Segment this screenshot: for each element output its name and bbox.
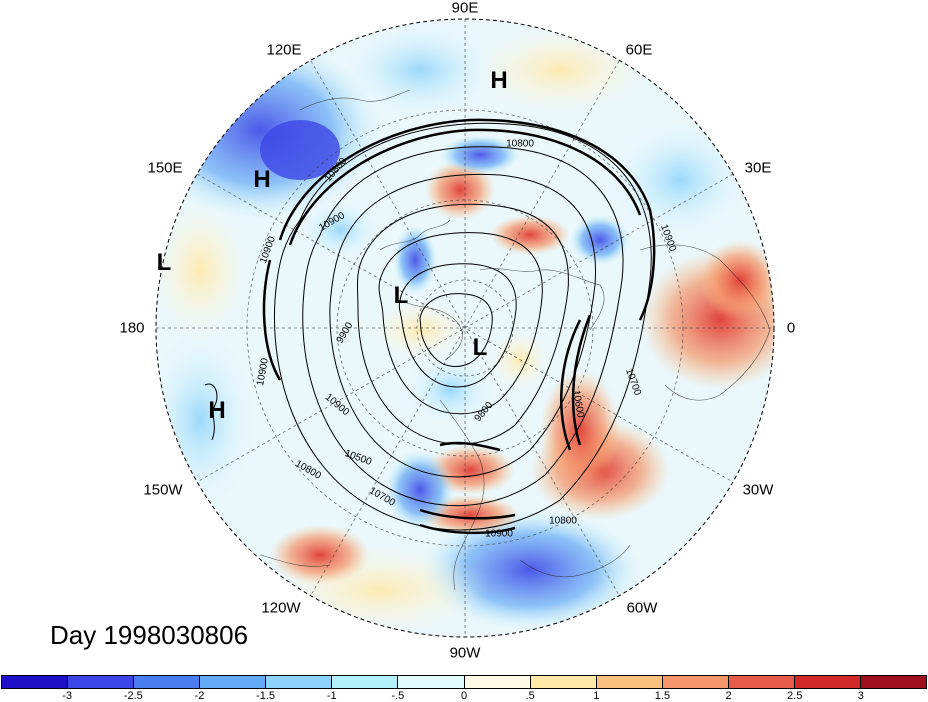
colorbar-segment	[530, 676, 597, 688]
lon-label-120e: 120E	[266, 41, 302, 59]
date-label: Day 1998030806	[50, 620, 249, 650]
shaded-anomaly-field	[156, 19, 774, 637]
lon-label-30e: 30E	[744, 159, 772, 177]
colorbar-tick-label: -2.5	[123, 690, 143, 702]
colorbar-segment	[266, 676, 333, 688]
colorbar-segment	[794, 676, 862, 688]
colorbar-tick-label: -.5	[391, 690, 405, 702]
graticule	[156, 19, 774, 637]
high-center: H	[253, 166, 271, 193]
lon-label-60w: 60W	[626, 599, 658, 617]
lon-label-90w: 90W	[449, 644, 481, 662]
contour-label: 10800	[506, 138, 534, 150]
lon-label-180: 180	[119, 319, 145, 337]
colorbar-segment	[2, 676, 69, 688]
contour-label: 10800	[549, 515, 577, 527]
colorbar-segment	[68, 676, 135, 688]
low-center: L	[472, 334, 488, 361]
lon-label-150w: 150W	[143, 481, 183, 499]
lon-label-60e: 60E	[625, 41, 653, 59]
height-contours	[204, 118, 656, 535]
lon-label-90e: 90E	[451, 0, 479, 17]
colorbar-segment	[200, 676, 267, 688]
colorbar-tick-label: 3	[857, 690, 864, 702]
colorbar-tick-label: -3	[62, 690, 73, 702]
colorbar-tick-label: -1.5	[256, 690, 276, 702]
low-center: L	[156, 249, 172, 276]
colorbar-tick-label: 2.5	[787, 690, 803, 702]
colorbar-segment	[398, 676, 465, 688]
high-center: H	[208, 397, 226, 424]
colorbar-segment	[596, 676, 663, 688]
coastlines	[259, 89, 771, 591]
contour-label: 10900	[485, 528, 513, 540]
colorbar-segment	[464, 676, 531, 688]
colorbar-segment	[134, 676, 201, 688]
colorbar-segment	[662, 676, 729, 688]
lon-label-120w: 120W	[261, 599, 301, 617]
colorbar-tick-label: -2	[194, 690, 205, 702]
low-center: L	[393, 282, 409, 309]
map-boundary	[155, 18, 775, 638]
colorbar	[1, 675, 927, 689]
colorbar-tick-label: 1	[593, 690, 600, 702]
colorbar-tick-label: .5	[525, 690, 535, 702]
lon-label-30w: 30W	[742, 481, 774, 499]
lon-label-150e: 150E	[147, 159, 183, 177]
colorbar-segment	[861, 676, 927, 688]
colorbar-segment	[332, 676, 399, 688]
colorbar-tick-label: 2	[725, 690, 732, 702]
lon-label-0: 0	[786, 319, 796, 337]
colorbar-segment	[728, 676, 795, 688]
colorbar-tick-label: 0	[460, 690, 468, 702]
colorbar-tick-label: -1	[326, 690, 337, 702]
colorbar-tick-label: 1.5	[654, 690, 671, 702]
high-center: H	[490, 67, 508, 94]
